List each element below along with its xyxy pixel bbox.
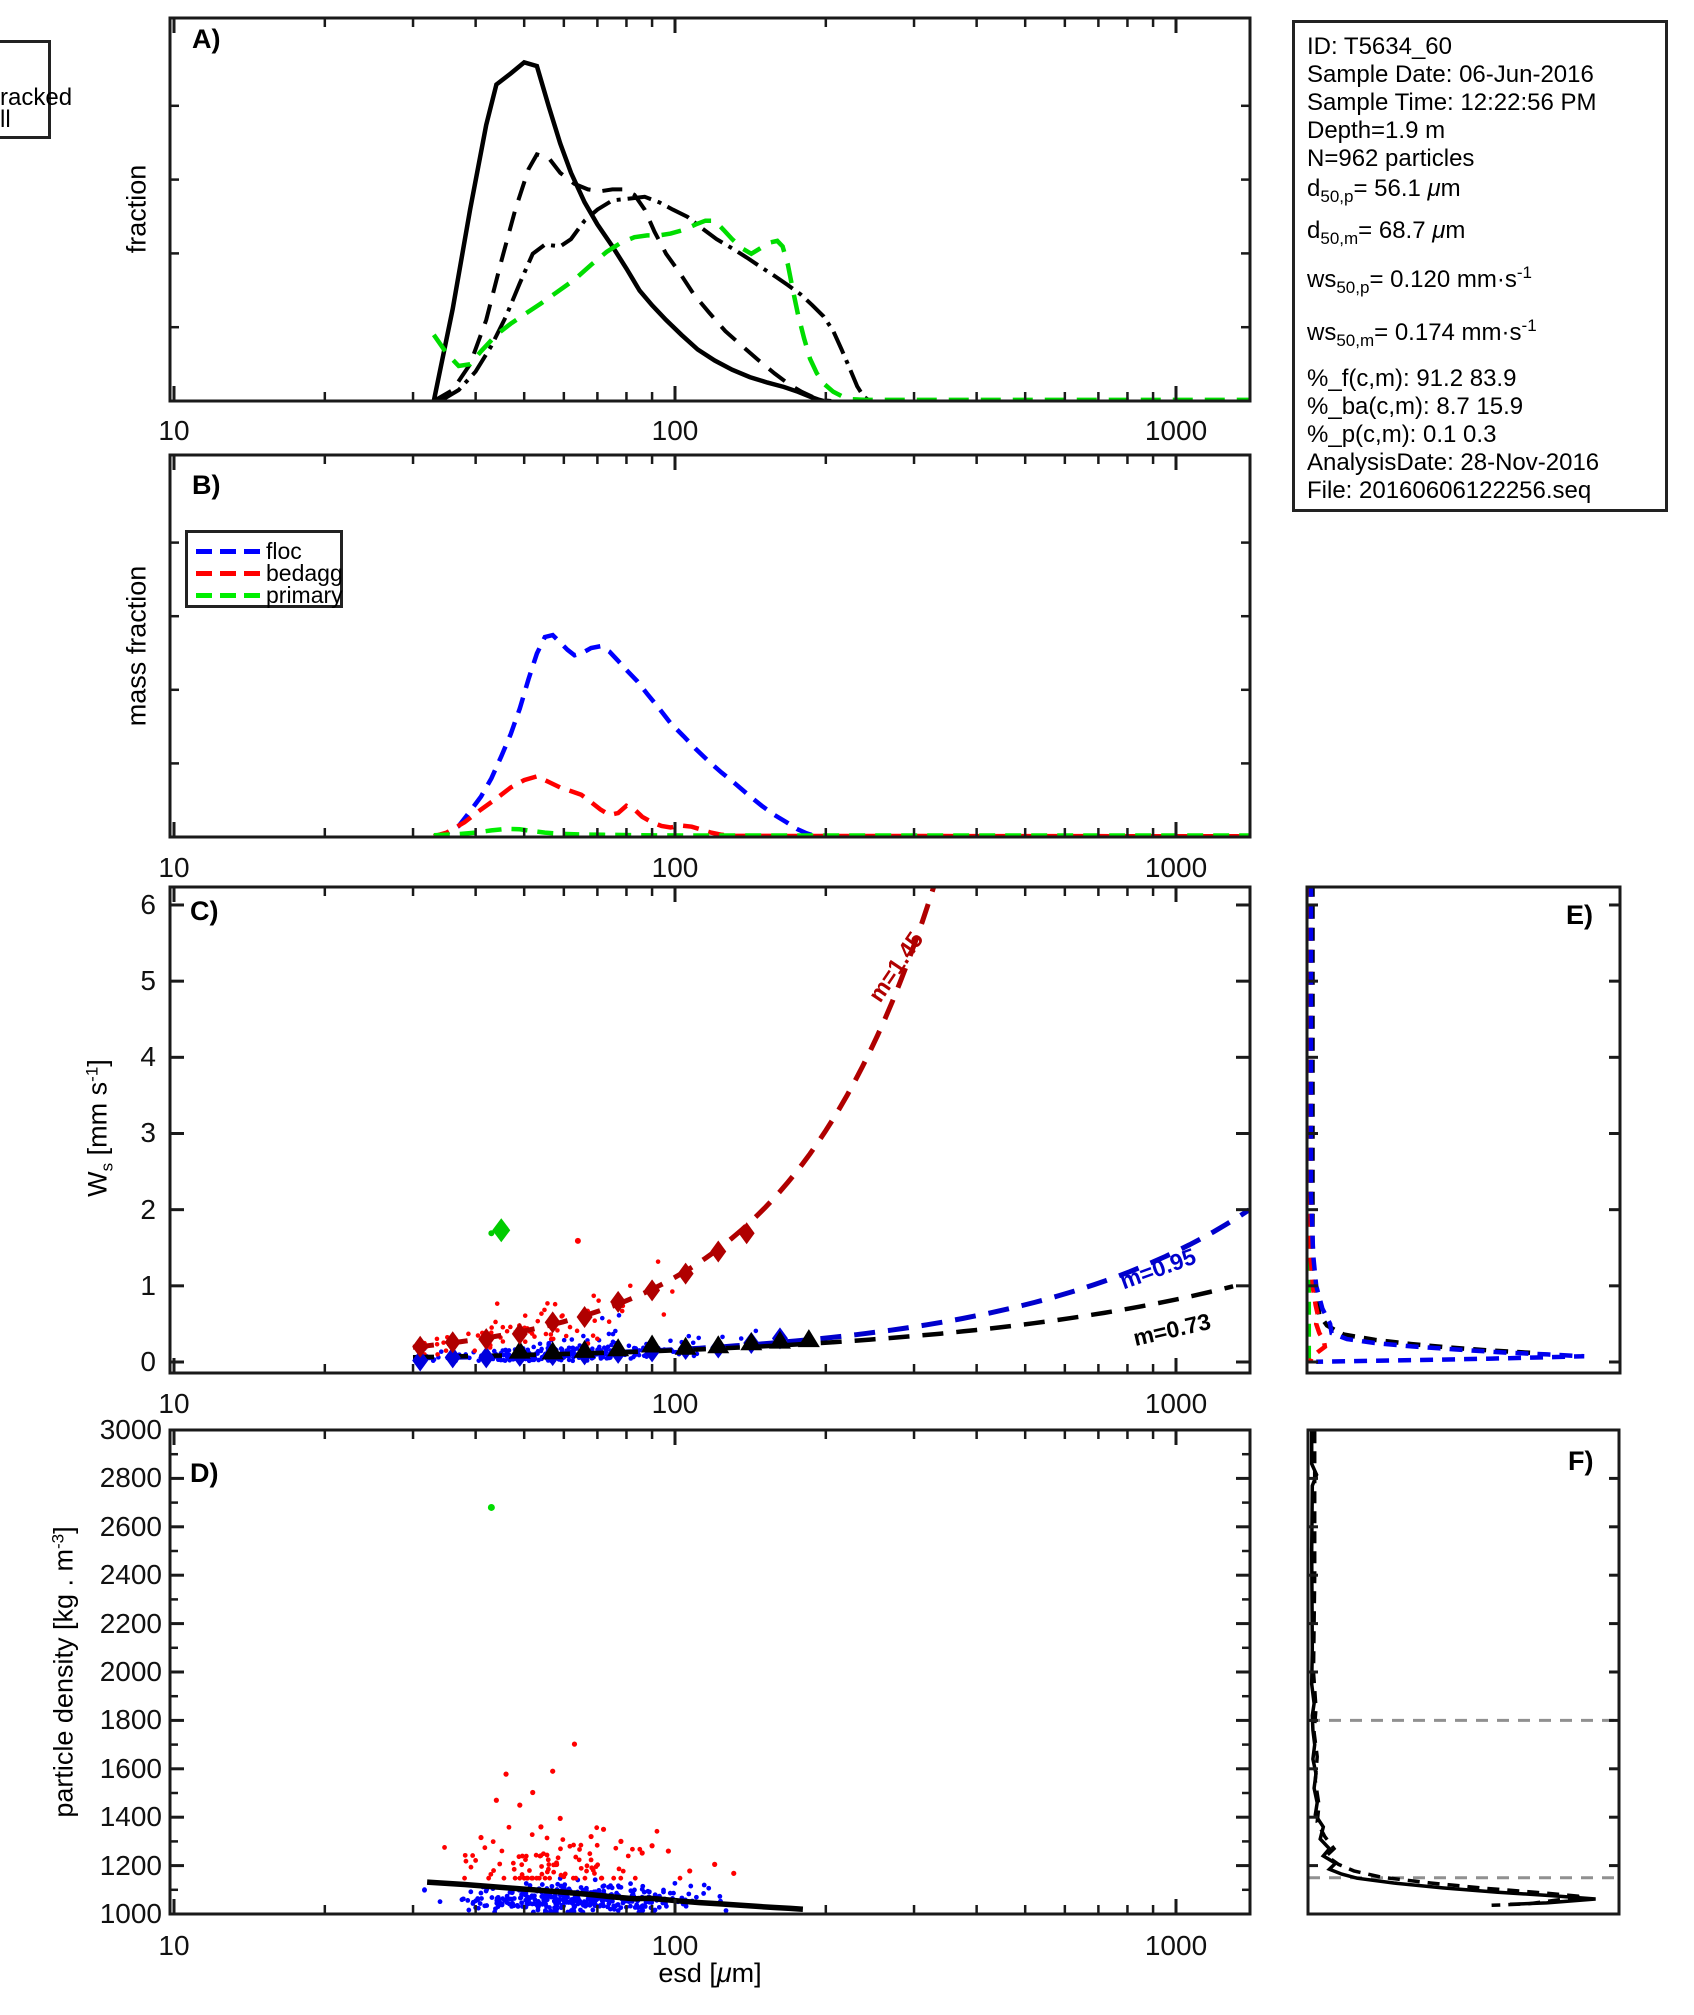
panel-c-tag: C): [190, 896, 219, 926]
info-line-1: Sample Date: 06-Jun-2016: [1307, 61, 1594, 88]
clipped-legend-line-1: racked: [0, 84, 73, 111]
panel-e-tag: E): [1566, 900, 1593, 930]
y-tick-label-c-5: 5: [140, 965, 156, 997]
y-tick-label-d-2200: 2200: [99, 1607, 162, 1639]
x-tick-label-c-10: 10: [158, 1388, 190, 1419]
y-tick-label-d-1400: 1400: [99, 1801, 162, 1833]
y-tick-label-c-3: 3: [140, 1117, 156, 1149]
primary-dash-swatch: [196, 592, 260, 598]
x-tick-label-a-100: 100: [651, 415, 699, 446]
x-tick-label-a-1000: 1000: [1144, 415, 1208, 446]
panel-d-tag: D): [190, 1458, 219, 1488]
x-tick-label-a-10: 10: [158, 415, 190, 446]
panel-b-tag: B): [192, 470, 221, 500]
x-tick-label-b-100: 100: [651, 852, 699, 883]
info-line-4: N=962 particles: [1307, 145, 1475, 172]
x-tick-label-d-10: 10: [158, 1930, 190, 1961]
x-axis-label-esd: esd [μm]: [658, 1958, 762, 1988]
info-line-2: Sample Time: 12:22:56 PM: [1307, 89, 1597, 116]
y-tick-label-d-1200: 1200: [99, 1849, 162, 1881]
legend-label-primary: primary: [266, 581, 343, 608]
y-axis-label-fraction: fraction: [121, 164, 152, 254]
y-tick-label-d-1000: 1000: [99, 1898, 162, 1929]
y-tick-label-d-2800: 2800: [99, 1462, 162, 1494]
info-line-9: %_f(c,m): 91.2 83.9: [1307, 365, 1517, 392]
y-axis-label-mass-fraction: mass fraction: [121, 565, 152, 727]
y-tick-label-d-2400: 2400: [99, 1559, 162, 1591]
y-axis-label-particle-density: particle density [kg . m-3]: [48, 1526, 79, 1818]
info-line-7: ws50,p= 0.120 mm·s-1: [1307, 263, 1532, 297]
info-line-10: %_ba(c,m): 8.7 15.9: [1307, 393, 1524, 420]
info-line-13: File: 20160606122256.seq: [1307, 477, 1592, 504]
sample-info-box: ID: T5634_60 Sample Date: 06-Jun-2016 Samp…: [1292, 20, 1668, 512]
y-tick-label-d-2600: 2600: [99, 1510, 162, 1542]
x-tick-label-c-1000: 1000: [1144, 1388, 1208, 1419]
x-tick-label-d-100: 100: [651, 1930, 699, 1961]
y-tick-label-c-6: 6: [140, 888, 156, 920]
legend-item-primary: primary: [196, 583, 343, 607]
y-tick-label-c-2: 2: [140, 1193, 156, 1225]
clipped-legend-box: [0, 40, 51, 139]
legend-label-bedagg: bedagg: [266, 559, 343, 586]
bedagg-dash-swatch: [196, 570, 260, 576]
y-tick-label-d-2000: 2000: [99, 1656, 162, 1687]
legend-item-floc: floc: [196, 539, 302, 563]
info-line-6: d50,m= 68.7 μm: [1307, 217, 1466, 248]
x-tick-label-d-1000: 1000: [1144, 1930, 1208, 1961]
x-tick-label-b-10: 10: [158, 852, 190, 883]
clipped-legend-line-2: ll: [0, 106, 11, 133]
info-line-5: d50,p= 56.1 μm: [1307, 175, 1461, 206]
info-line-12: AnalysisDate: 28-Nov-2016: [1307, 449, 1600, 476]
y-tick-label-c-1: 1: [140, 1269, 156, 1301]
panel-f-tag: F): [1568, 1446, 1594, 1476]
floc-dash-swatch: [196, 548, 260, 554]
legend-label-floc: floc: [266, 537, 302, 564]
sample-info-lines: ID: T5634_60 Sample Date: 06-Jun-2016 Samp…: [1307, 33, 1665, 505]
y-tick-label-d-1600: 1600: [99, 1752, 162, 1784]
info-line-8: ws50,m= 0.174 mm·s-1: [1307, 316, 1537, 350]
x-tick-label-c-100: 100: [651, 1388, 699, 1419]
y-tick-label-c-4: 4: [140, 1041, 156, 1073]
y-tick-label-c-0: 0: [140, 1346, 156, 1377]
info-line-11: %_p(c,m): 0.1 0.3: [1307, 421, 1497, 448]
y-axis-label-ws: Ws [mm s-1]: [82, 1059, 117, 1197]
panel-a-tag: A): [192, 24, 221, 54]
info-line-3: Depth=1.9 m: [1307, 117, 1446, 144]
legend-box: floc bedagg primary: [185, 530, 343, 608]
x-tick-label-b-1000: 1000: [1144, 852, 1208, 883]
info-line-0: ID: T5634_60: [1307, 33, 1452, 60]
y-tick-label-d-3000: 3000: [99, 1414, 162, 1445]
legend-item-bedagg: bedagg: [196, 561, 343, 585]
y-tick-label-d-1800: 1800: [99, 1704, 162, 1736]
